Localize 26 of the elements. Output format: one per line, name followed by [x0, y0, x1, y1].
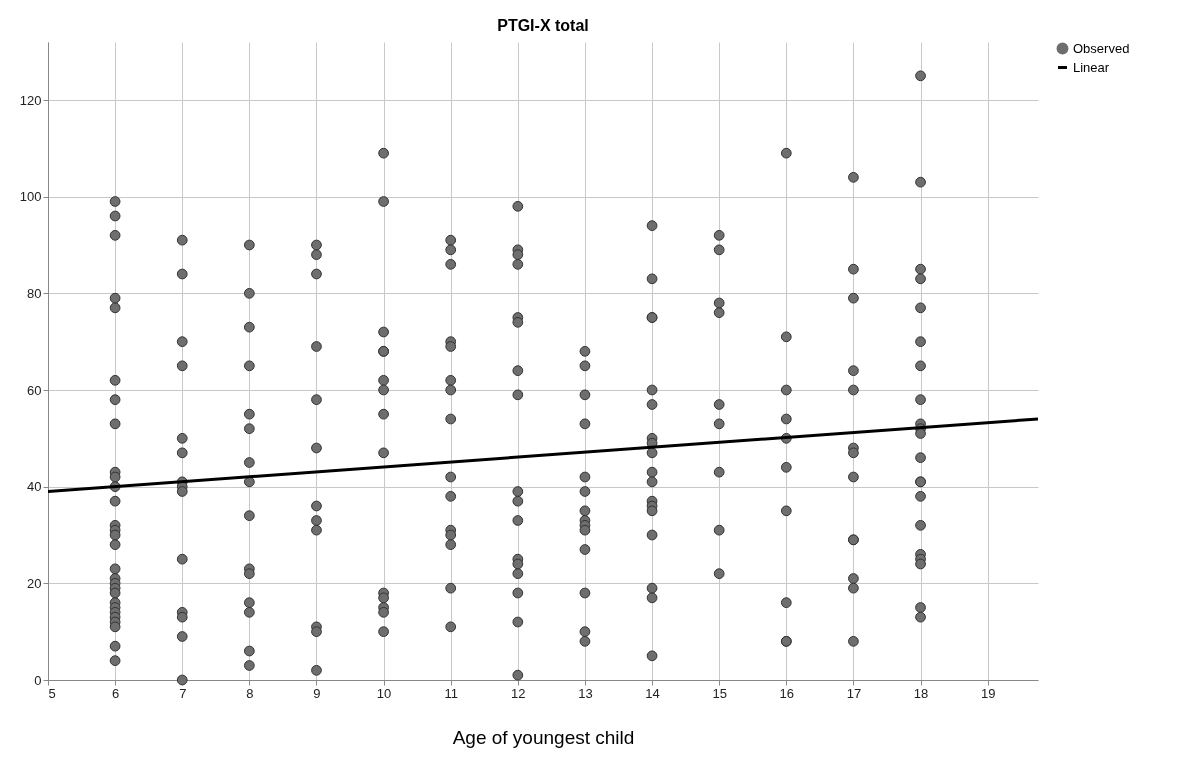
x-tick-label: 17 — [846, 685, 862, 701]
x-tick-label: 10 — [376, 685, 392, 701]
y-tick-label: 40 — [27, 479, 42, 495]
x-tick-label: 19 — [980, 685, 996, 701]
legend-label: Linear — [1073, 59, 1110, 75]
y-tick-label: 20 — [27, 575, 42, 591]
y-tick-label: 80 — [27, 285, 42, 301]
x-tick-label: 15 — [712, 685, 727, 701]
x-tick-label: 7 — [179, 685, 187, 701]
x-tick-label: 12 — [511, 685, 526, 701]
x-tick-label: 16 — [779, 685, 795, 701]
y-tick-label: 60 — [27, 382, 42, 398]
chart-title: PTGI-X total — [497, 17, 589, 34]
x-axis-title: Age of youngest child — [452, 726, 635, 748]
x-tick-label: 8 — [246, 685, 254, 701]
x-tick-label: 18 — [913, 685, 929, 701]
legend-label: Observed — [1073, 40, 1130, 56]
x-tick-label: 14 — [645, 685, 660, 701]
x-tick-label: 5 — [48, 685, 56, 701]
y-tick-label: 100 — [19, 189, 42, 205]
y-tick-label: 0 — [34, 672, 42, 688]
x-tick-label: 11 — [444, 685, 458, 701]
y-tick-label: 120 — [19, 92, 42, 108]
x-tick-label: 6 — [112, 685, 120, 701]
x-tick-label: 13 — [578, 685, 593, 701]
x-tick-label: 9 — [313, 685, 321, 701]
